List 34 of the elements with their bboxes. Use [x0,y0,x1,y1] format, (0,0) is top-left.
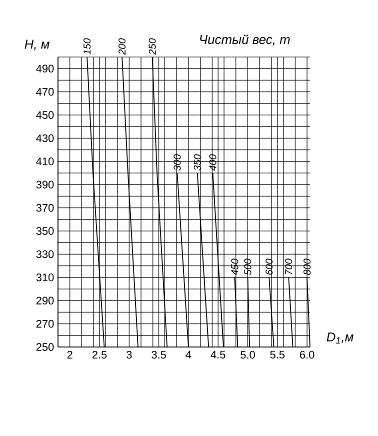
text: 600 [266,258,273,275]
chart-title: Чистый вес, т [200,34,290,46]
text: 800 [304,258,311,275]
y-tick-label: 450 [36,111,54,119]
x-tick-label: 2.5 [92,350,107,359]
y-tick-label: 250 [36,343,54,351]
x-tick-label: 6.0 [300,350,314,359]
text: 250 [148,38,156,55]
y-tick-label: 310 [36,274,54,282]
y-tick-label: 270 [36,320,54,328]
text: 700 [285,258,292,274]
x-tick-label: 3 [126,350,132,359]
y-tick-label: 350 [36,227,54,235]
y-tick-label: 290 [36,296,54,304]
x-tick-label: 5.0 [240,350,255,359]
x-tick-label: 5.5 [270,350,285,358]
x-tick-label: 3.5 [152,350,166,359]
y-tick-label: 410 [36,158,54,166]
x-axis-title: D$_{1}$,м [326,332,354,344]
y-tick-label: 390 [36,180,54,188]
x-tick-label: 4.5 [210,350,226,358]
y-tick-label: 430 [36,134,54,142]
y-tick-label: 470 [36,88,54,96]
text: 400 [209,154,216,171]
y-tick-label: 490 [36,64,54,72]
text: 150 [84,38,91,55]
y-axis-title: H, м [24,40,50,50]
text: 450 [231,258,238,276]
text: 200 [118,38,126,55]
text: 300 [174,154,181,171]
x-tick-label: 4 [186,350,192,358]
y-tick-label: 370 [36,204,54,212]
x-tick-label: 2 [67,350,72,359]
y-tick-label: 330 [36,250,54,258]
